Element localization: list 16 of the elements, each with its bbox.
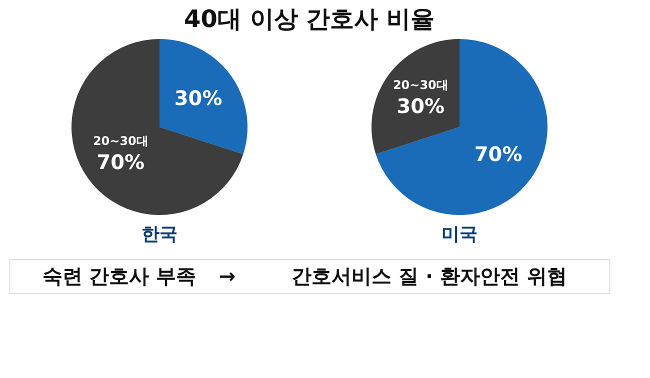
pie-slice [372, 39, 460, 154]
data-label: 70% [474, 142, 522, 166]
slice-label: 20~30대 [392, 78, 448, 92]
text: 숙련 간호사 부족 [42, 264, 196, 288]
text: 한국 [142, 224, 178, 245]
data-label: 70% [96, 150, 145, 174]
text: 40대 이상 간호사 비율 [184, 5, 434, 33]
pie-slice [72, 39, 244, 215]
pie-slice [160, 39, 248, 154]
data-label: 30% [396, 94, 445, 118]
text: → [218, 264, 236, 288]
pie-slice [376, 39, 548, 215]
text: 간호서비스 질 · 환자안전 위협 [292, 264, 567, 288]
slice-label: 20~30대 [92, 134, 148, 148]
text: 미국 [442, 224, 478, 245]
data-label: 30% [174, 86, 222, 110]
